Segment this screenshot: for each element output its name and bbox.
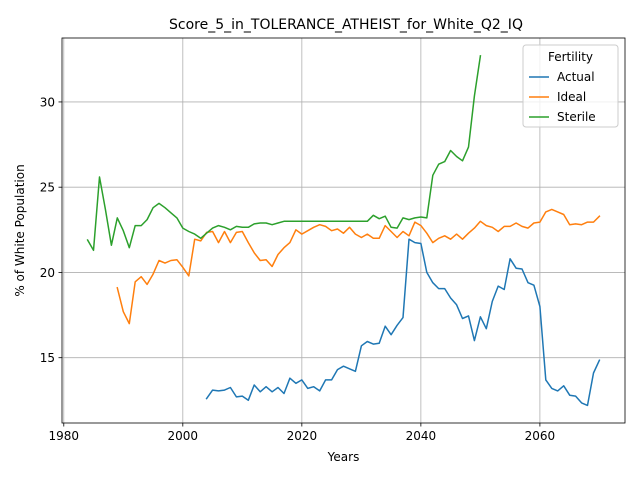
series-line-actual bbox=[207, 239, 600, 405]
x-tick-label: 2020 bbox=[287, 429, 318, 443]
y-tick-label: 25 bbox=[40, 181, 55, 195]
y-tick-label: 30 bbox=[40, 95, 55, 109]
x-tick-label: 2040 bbox=[406, 429, 437, 443]
y-tick-label: 15 bbox=[40, 351, 55, 365]
series-line-sterile bbox=[88, 56, 481, 250]
x-tick-label: 2060 bbox=[525, 429, 556, 443]
axis-ticks: 1980 2000 2020 2040 2060 15 20 25 30 bbox=[40, 95, 555, 443]
legend-label-ideal: Ideal bbox=[557, 90, 586, 104]
y-tick-label: 20 bbox=[40, 266, 55, 280]
legend-title: Fertility bbox=[548, 50, 593, 64]
chart-title: Score_5_in_TOLERANCE_ATHEIST_for_White_Q… bbox=[169, 17, 523, 33]
x-tick-label: 1980 bbox=[49, 429, 80, 443]
x-axis-label: Years bbox=[327, 450, 360, 464]
y-axis-label: % of White Population bbox=[13, 164, 27, 296]
legend: Fertility Actual Ideal Sterile bbox=[523, 45, 618, 127]
legend-label-actual: Actual bbox=[557, 70, 595, 84]
x-tick-label: 2000 bbox=[168, 429, 199, 443]
series-line-ideal bbox=[117, 209, 599, 323]
legend-label-sterile: Sterile bbox=[557, 110, 596, 124]
